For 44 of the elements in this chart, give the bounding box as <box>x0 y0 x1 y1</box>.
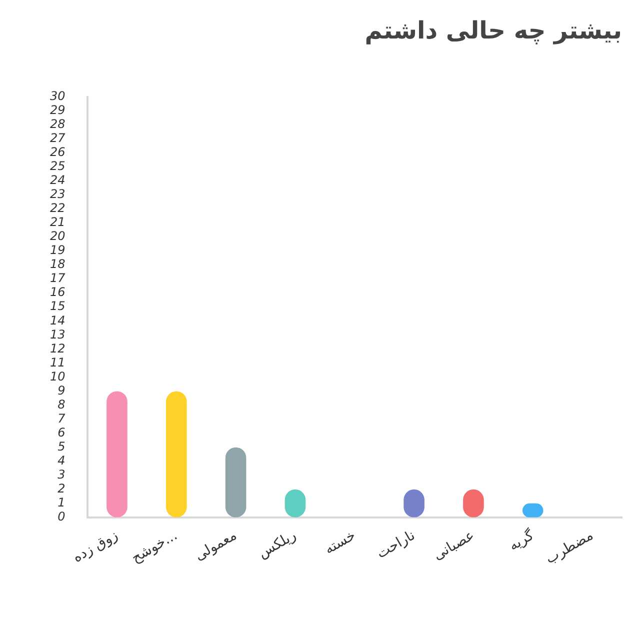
x-tick-label: خوشح... <box>128 527 180 566</box>
y-tick-label: 14 <box>50 313 66 328</box>
chart-title: بیشتر چه حالی داشتم <box>364 16 622 45</box>
y-tick-label: 15 <box>50 299 66 314</box>
y-tick-label: 29 <box>50 102 66 117</box>
y-tick-label: 8 <box>58 397 66 412</box>
bar <box>106 391 128 518</box>
y-tick-label: 13 <box>50 327 66 342</box>
y-tick-label: 19 <box>50 243 66 258</box>
bar <box>225 447 246 518</box>
y-tick-label: 4 <box>58 453 66 468</box>
y-tick-label: 17 <box>50 271 66 286</box>
y-tick-label: 9 <box>58 383 66 398</box>
y-tick-label: 25 <box>50 159 66 174</box>
x-tick-label: ریلکس <box>256 527 300 562</box>
x-tick-label: گریه <box>506 526 537 554</box>
y-tick-label: 7 <box>58 411 66 426</box>
x-tick-label: ناراحت <box>374 527 418 562</box>
y-tick-label: 27 <box>50 130 66 145</box>
bar <box>166 391 187 518</box>
y-tick-label: 11 <box>50 355 66 370</box>
y-tick-label: 3 <box>58 468 66 482</box>
y-tick-label: 2 <box>58 482 66 496</box>
x-tick-label: معمولی <box>192 527 240 564</box>
y-tick-label: 21 <box>50 215 66 230</box>
y-tick-label: 6 <box>58 425 66 440</box>
y-tick-label: 26 <box>50 145 66 160</box>
x-tick-label: زوق زده <box>70 527 121 566</box>
y-tick-label: 23 <box>50 187 66 202</box>
y-tick-label: 1 <box>58 496 66 510</box>
y-tick-label: 24 <box>50 173 66 188</box>
y-tick-label: 12 <box>50 341 66 356</box>
y-tick-label: 20 <box>50 229 66 244</box>
y-tick-label: 16 <box>50 285 66 300</box>
y-tick-label: 5 <box>58 439 66 454</box>
y-tick-label: 18 <box>50 257 66 272</box>
y-tick-label: 22 <box>50 201 66 216</box>
x-tick-label: مضطرب <box>543 527 596 568</box>
x-tick-label: عصبانی <box>430 527 478 564</box>
y-tick-label: 30 <box>50 88 66 103</box>
y-tick-label: 28 <box>50 116 66 131</box>
y-tick-label: 0 <box>58 510 66 524</box>
y-tick-label: 10 <box>50 369 66 384</box>
x-tick-label: خسته <box>322 527 358 558</box>
